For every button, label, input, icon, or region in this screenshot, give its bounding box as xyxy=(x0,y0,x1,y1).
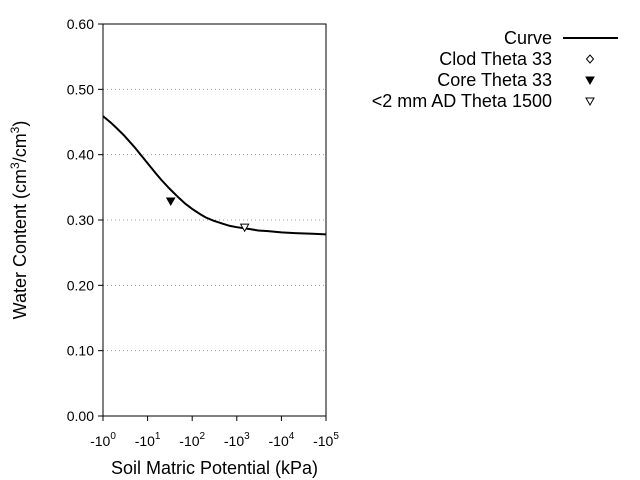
x-tick-label: -100 xyxy=(90,431,116,449)
y-tick-label: 0.40 xyxy=(67,147,94,163)
series-3-point xyxy=(239,223,250,233)
y-tick-label: 0.10 xyxy=(67,343,94,359)
series-layer xyxy=(102,115,327,236)
x-tick-label: -103 xyxy=(224,431,250,449)
y-tick-label: 0.50 xyxy=(67,81,94,97)
x-tick-label: -102 xyxy=(179,431,205,449)
x-tick-label: -104 xyxy=(269,431,295,449)
y-tick-label: 0.00 xyxy=(67,408,94,424)
axes: 0.00 0.10 0.20 0.30 0.40 0.50 0.60 -100 -101 -102… xyxy=(67,16,340,449)
legend-label: Clod Theta 33 xyxy=(439,49,552,69)
x-axis-title: Soil Matric Potential (kPa) xyxy=(111,458,318,478)
legend-label: <2 mm AD Theta 1500 xyxy=(372,91,552,111)
y-tick-label: 0.20 xyxy=(67,277,94,293)
y-tick-label: 0.30 xyxy=(67,212,94,228)
curve-series-line xyxy=(102,115,327,236)
legend-label: Core Theta 33 xyxy=(437,70,552,90)
legend-label: Curve xyxy=(504,28,552,48)
legend-marker-swatch xyxy=(585,54,595,64)
x-tick-label: -105 xyxy=(313,431,339,449)
x-tick-label: -101 xyxy=(135,431,161,449)
legend-marker-swatch xyxy=(585,76,595,86)
y-axis-title: Water Content (cm3/cm3) xyxy=(8,121,30,320)
series-2-point xyxy=(165,197,176,207)
y-tick-label: 0.60 xyxy=(67,16,94,32)
legend-marker-swatch xyxy=(585,97,595,107)
